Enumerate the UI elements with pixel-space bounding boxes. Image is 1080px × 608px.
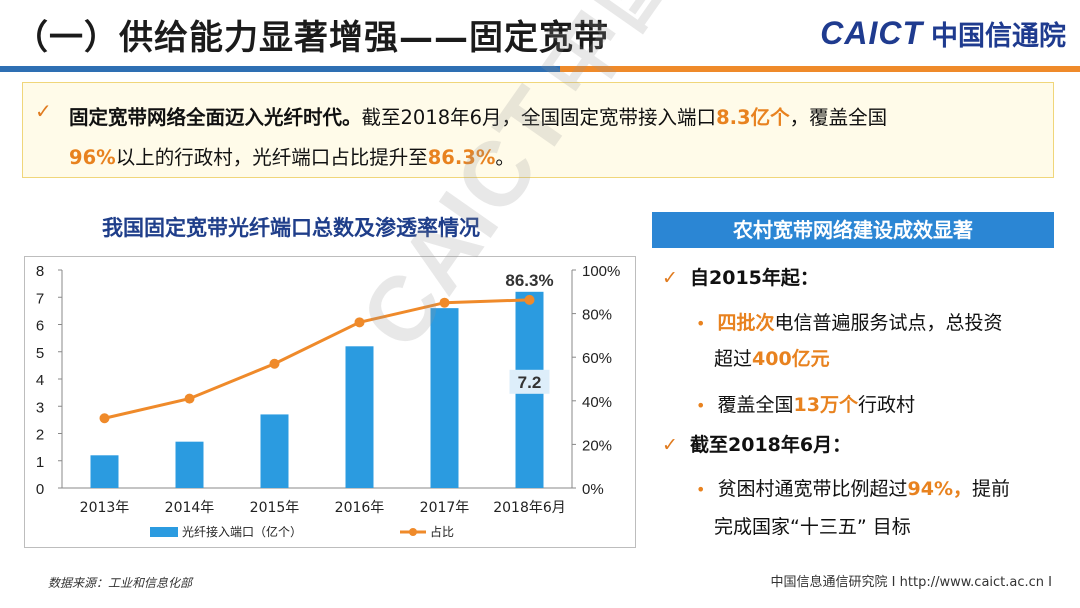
bullet-continuation: 超过400亿元 <box>714 344 830 371</box>
x-axis-tick-label: 2018年6月 <box>493 500 566 516</box>
penetration-line <box>104 298 530 420</box>
bullet-dot-icon: • <box>696 314 706 333</box>
left-axis-tick-label: 1 <box>36 454 44 471</box>
bar-data-label-bg <box>509 369 550 394</box>
banner-text: 以上的行政村，光纤端口占比提升至 <box>115 146 428 169</box>
left-axis-tick-label: 6 <box>36 318 44 335</box>
bullet-text: 电信普遍服务试点，总投资 <box>774 312 1003 334</box>
logo-cn-text: 中国信通院 <box>931 21 1066 52</box>
bullet-dot-icon: • <box>696 480 706 499</box>
left-axis-tick-label: 2 <box>36 427 44 444</box>
bar-data-label: 7.2 <box>518 373 542 392</box>
banner-line-1: 固定宽带网络全面迈入光纤时代。截至2018年6月，全国固定宽带接入端口8.3亿个… <box>69 101 887 130</box>
header-divider-accent <box>560 66 1080 72</box>
bullet-text: 覆盖全国 <box>717 394 794 416</box>
left-axis-tick-label: 5 <box>36 345 44 362</box>
right-axis-tick-label: 20% <box>582 437 612 454</box>
right-axis-tick-label: 60% <box>582 350 612 367</box>
left-axis-tick-label: 4 <box>36 372 44 389</box>
banner-highlight: 96% <box>69 146 116 169</box>
caict-logo: CAICT 中国信通院 <box>820 14 1066 53</box>
line-data-label: 86.3% <box>505 271 553 290</box>
bar <box>430 308 459 488</box>
legend-bar-label: 光纤接入端口（亿个） <box>182 524 302 539</box>
bullet-text: 提前 <box>972 478 1011 500</box>
line-point <box>184 393 195 404</box>
logo-en-text: CAICT <box>820 15 923 51</box>
check-icon: ✓ <box>35 99 52 123</box>
bullet-item: • 覆盖全国13万个行政村 <box>696 390 915 417</box>
bar <box>345 346 374 488</box>
left-axis-tick-label: 7 <box>36 290 44 307</box>
x-axis-tick-label: 2016年 <box>335 500 385 516</box>
line-point <box>269 358 280 369</box>
banner-text: 截至2018年6月，全国固定宽带接入端口 <box>361 106 717 129</box>
footer-org: 中国信息通信研究院 I http://www.caict.ac.cn I <box>770 575 1052 590</box>
banner-highlight: 8.3亿个 <box>716 106 790 129</box>
right-box-header: 农村宽带网络建设成效显著 <box>652 212 1054 248</box>
section-1-title-text: 自2015年起： <box>690 267 819 289</box>
check-icon: ✓ <box>662 267 678 289</box>
right-axis-tick-label: 0% <box>582 481 604 498</box>
bar <box>90 455 119 488</box>
line-point <box>439 297 450 308</box>
bullet-dot-icon: • <box>696 396 706 415</box>
section-2-title: ✓ 截至2018年6月： <box>662 430 851 457</box>
left-axis-tick-label: 0 <box>36 481 44 498</box>
bullet-item: • 四批次电信普遍服务试点，总投资 <box>696 308 1003 335</box>
bullet-highlight: 94%， <box>907 478 973 500</box>
header-divider <box>0 66 1080 72</box>
line-point <box>524 294 535 305</box>
right-axis-tick-label: 40% <box>582 394 612 411</box>
slide-title: （一）供给能力显著增强——固定宽带 <box>14 18 609 58</box>
bullet-text: 贫困村通宽带比例超过 <box>717 478 908 500</box>
x-axis-tick-label: 2017年 <box>420 500 470 516</box>
summary-banner: ✓ 固定宽带网络全面迈入光纤时代。截至2018年6月，全国固定宽带接入端口8.3… <box>22 82 1054 178</box>
legend-line-label: 占比 <box>430 524 454 539</box>
x-axis-tick-label: 2014年 <box>165 500 215 516</box>
x-axis-tick-label: 2013年 <box>80 500 130 516</box>
bullet-highlight: 400亿元 <box>752 348 830 370</box>
line-point <box>99 413 110 424</box>
section-2-title-text: 截至2018年6月： <box>690 434 852 456</box>
right-axis-tick-label: 100% <box>582 263 620 280</box>
legend-bar-swatch <box>150 527 178 537</box>
section-1-title: ✓ 自2015年起： <box>662 263 819 290</box>
bullet-item: • 贫困村通宽带比例超过94%，提前 <box>696 474 1010 501</box>
left-axis-tick-label: 8 <box>36 263 44 280</box>
bar <box>260 414 289 488</box>
banner-line-2: 96%以上的行政村，光纤端口占比提升至86.3%。 <box>69 141 515 170</box>
bar <box>175 441 204 488</box>
line-point <box>354 317 365 328</box>
legend-line-marker <box>409 528 417 536</box>
bullet-text: 超过 <box>714 348 753 370</box>
bullet-continuation: 完成国家“十三五” 目标 <box>714 512 911 539</box>
x-axis-tick-label: 2015年 <box>250 500 300 516</box>
check-icon: ✓ <box>662 434 678 456</box>
bullet-text: 完成国家“十三五” 目标 <box>714 516 911 538</box>
banner-bold: 固定宽带网络全面迈入光纤时代。 <box>69 106 362 129</box>
banner-highlight: 86.3% <box>427 146 496 169</box>
banner-text: ，覆盖全国 <box>789 106 888 129</box>
bullet-highlight: 13万个 <box>793 394 858 416</box>
right-axis-tick-label: 80% <box>582 307 612 324</box>
banner-text: 。 <box>495 146 515 169</box>
data-source: 数据来源：工业和信息化部 <box>48 576 193 590</box>
chart-title: 我国固定宽带光纤端口总数及渗透率情况 <box>102 216 480 240</box>
bullet-highlight: 四批次 <box>717 312 775 334</box>
left-axis-tick-label: 3 <box>36 399 44 416</box>
bullet-text: 行政村 <box>858 394 916 416</box>
